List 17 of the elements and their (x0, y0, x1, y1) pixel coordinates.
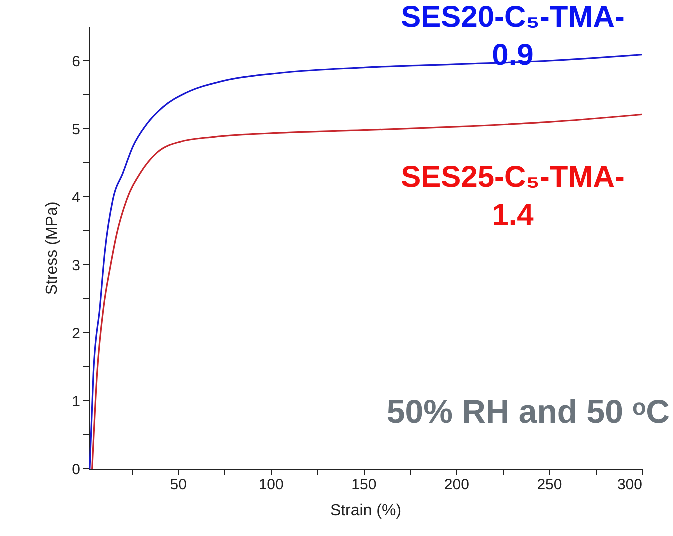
y-tick-label: 3 (72, 258, 80, 274)
y-axis-title: Stress (MPa) (44, 202, 62, 296)
y-tick-label: 1 (72, 394, 80, 410)
y-tick-label: 2 (72, 326, 80, 342)
x-tick-label: 150 (352, 476, 377, 494)
annotation: 50% RH and 50 ᵒC (386, 393, 670, 430)
x-tick-label: 250 (537, 476, 562, 494)
y-tick-label: 5 (72, 122, 80, 138)
y-tick-label: 0 (72, 462, 80, 478)
x-tick-label: 50 (170, 476, 187, 494)
x-tick-label: 100 (258, 476, 284, 494)
y-tick-label: 4 (72, 190, 80, 206)
series-label: SES25-C₅-TMA-1.4 (401, 161, 625, 232)
x-tick-label: 200 (444, 476, 470, 494)
y-tick-label: 6 (72, 54, 80, 70)
x-axis-title: Strain (%) (330, 502, 402, 520)
x-tick-label: 300 (617, 476, 642, 494)
